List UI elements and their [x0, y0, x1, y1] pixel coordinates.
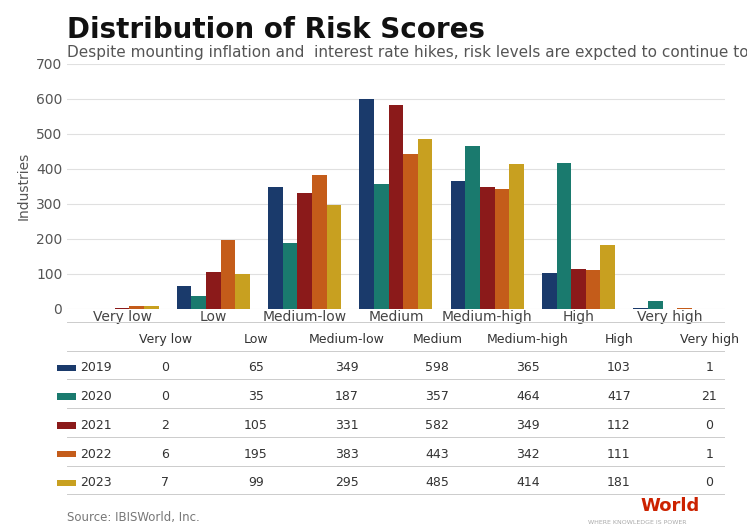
Text: 443: 443 — [426, 447, 449, 461]
Bar — [326, 205, 341, 309]
Bar — [268, 187, 282, 309]
Text: Source: IBISWorld, Inc.: Source: IBISWorld, Inc. — [67, 511, 200, 524]
Bar — [388, 105, 403, 309]
Bar — [58, 480, 75, 486]
Bar — [144, 306, 158, 309]
Text: 195: 195 — [244, 447, 267, 461]
Bar — [374, 184, 388, 309]
Text: 383: 383 — [335, 447, 359, 461]
Text: Low: Low — [244, 332, 268, 346]
Text: 111: 111 — [607, 447, 630, 461]
Bar — [542, 272, 557, 309]
Text: 187: 187 — [335, 390, 359, 403]
Text: 65: 65 — [248, 361, 264, 375]
Text: 103: 103 — [607, 361, 630, 375]
Text: 349: 349 — [335, 361, 359, 375]
Text: Very high: Very high — [680, 332, 739, 346]
Text: 181: 181 — [607, 476, 630, 489]
Text: 1: 1 — [705, 447, 713, 461]
Text: 112: 112 — [607, 419, 630, 432]
Text: Medium-high: Medium-high — [442, 310, 533, 323]
Text: High: High — [604, 332, 633, 346]
Bar — [206, 272, 220, 309]
Bar — [418, 139, 433, 309]
Bar — [58, 364, 75, 371]
Text: 2021: 2021 — [81, 419, 112, 432]
Bar — [235, 274, 249, 309]
Y-axis label: Industries: Industries — [16, 152, 31, 220]
Text: 6: 6 — [161, 447, 169, 461]
Text: 598: 598 — [425, 361, 449, 375]
Text: Despite mounting inflation and  interest rate hikes, risk levels are expcted to : Despite mounting inflation and interest … — [67, 45, 747, 60]
Text: 365: 365 — [516, 361, 540, 375]
Bar — [359, 99, 374, 309]
Bar — [220, 240, 235, 309]
Bar — [312, 174, 326, 309]
Text: Medium-low: Medium-low — [309, 332, 385, 346]
Text: Medium: Medium — [412, 332, 462, 346]
Text: 2019: 2019 — [81, 361, 112, 375]
Bar — [58, 393, 75, 400]
Text: 2022: 2022 — [81, 447, 112, 461]
Text: 417: 417 — [607, 390, 630, 403]
Bar — [601, 245, 615, 309]
Text: Very low: Very low — [139, 332, 192, 346]
Text: Very high: Very high — [637, 310, 703, 323]
Text: 357: 357 — [425, 390, 449, 403]
Text: High: High — [562, 310, 595, 323]
Text: Medium-low: Medium-low — [262, 310, 347, 323]
Text: 7: 7 — [161, 476, 169, 489]
Bar — [58, 451, 75, 458]
Bar — [129, 306, 144, 309]
Text: 295: 295 — [335, 476, 359, 489]
Text: 2020: 2020 — [81, 390, 112, 403]
Bar — [586, 270, 601, 309]
Text: Medium-high: Medium-high — [487, 332, 569, 346]
Bar — [480, 187, 495, 309]
Text: 99: 99 — [248, 476, 264, 489]
Bar — [648, 301, 663, 309]
Text: 414: 414 — [516, 476, 540, 489]
Text: WHERE KNOWLEDGE IS POWER: WHERE KNOWLEDGE IS POWER — [588, 520, 686, 525]
Bar — [115, 308, 129, 309]
Bar — [465, 146, 480, 309]
Text: Medium: Medium — [368, 310, 424, 323]
Text: 342: 342 — [516, 447, 540, 461]
Text: 21: 21 — [701, 390, 717, 403]
Text: 1: 1 — [705, 361, 713, 375]
Text: 0: 0 — [705, 476, 713, 489]
Text: 105: 105 — [244, 419, 268, 432]
Text: 582: 582 — [425, 419, 449, 432]
Bar — [450, 181, 465, 309]
Text: 464: 464 — [516, 390, 540, 403]
Bar — [58, 422, 75, 429]
Bar — [509, 164, 524, 309]
Bar — [297, 193, 312, 309]
Text: Low: Low — [199, 310, 227, 323]
Text: World: World — [641, 497, 700, 515]
Bar — [282, 243, 297, 309]
Text: Very low: Very low — [93, 310, 152, 323]
Bar — [177, 286, 191, 309]
Text: 0: 0 — [161, 390, 169, 403]
Text: 349: 349 — [516, 419, 540, 432]
Bar — [495, 189, 509, 309]
Bar — [571, 269, 586, 309]
Text: 485: 485 — [425, 476, 449, 489]
Text: 0: 0 — [161, 361, 169, 375]
Bar — [403, 154, 418, 309]
Text: Distribution of Risk Scores: Distribution of Risk Scores — [67, 16, 486, 44]
Text: IBIS: IBIS — [554, 497, 594, 515]
Text: 35: 35 — [248, 390, 264, 403]
Bar — [191, 296, 206, 309]
Bar — [557, 163, 571, 309]
Text: 0: 0 — [705, 419, 713, 432]
Text: 2023: 2023 — [81, 476, 112, 489]
Text: 2: 2 — [161, 419, 169, 432]
Text: 331: 331 — [335, 419, 359, 432]
